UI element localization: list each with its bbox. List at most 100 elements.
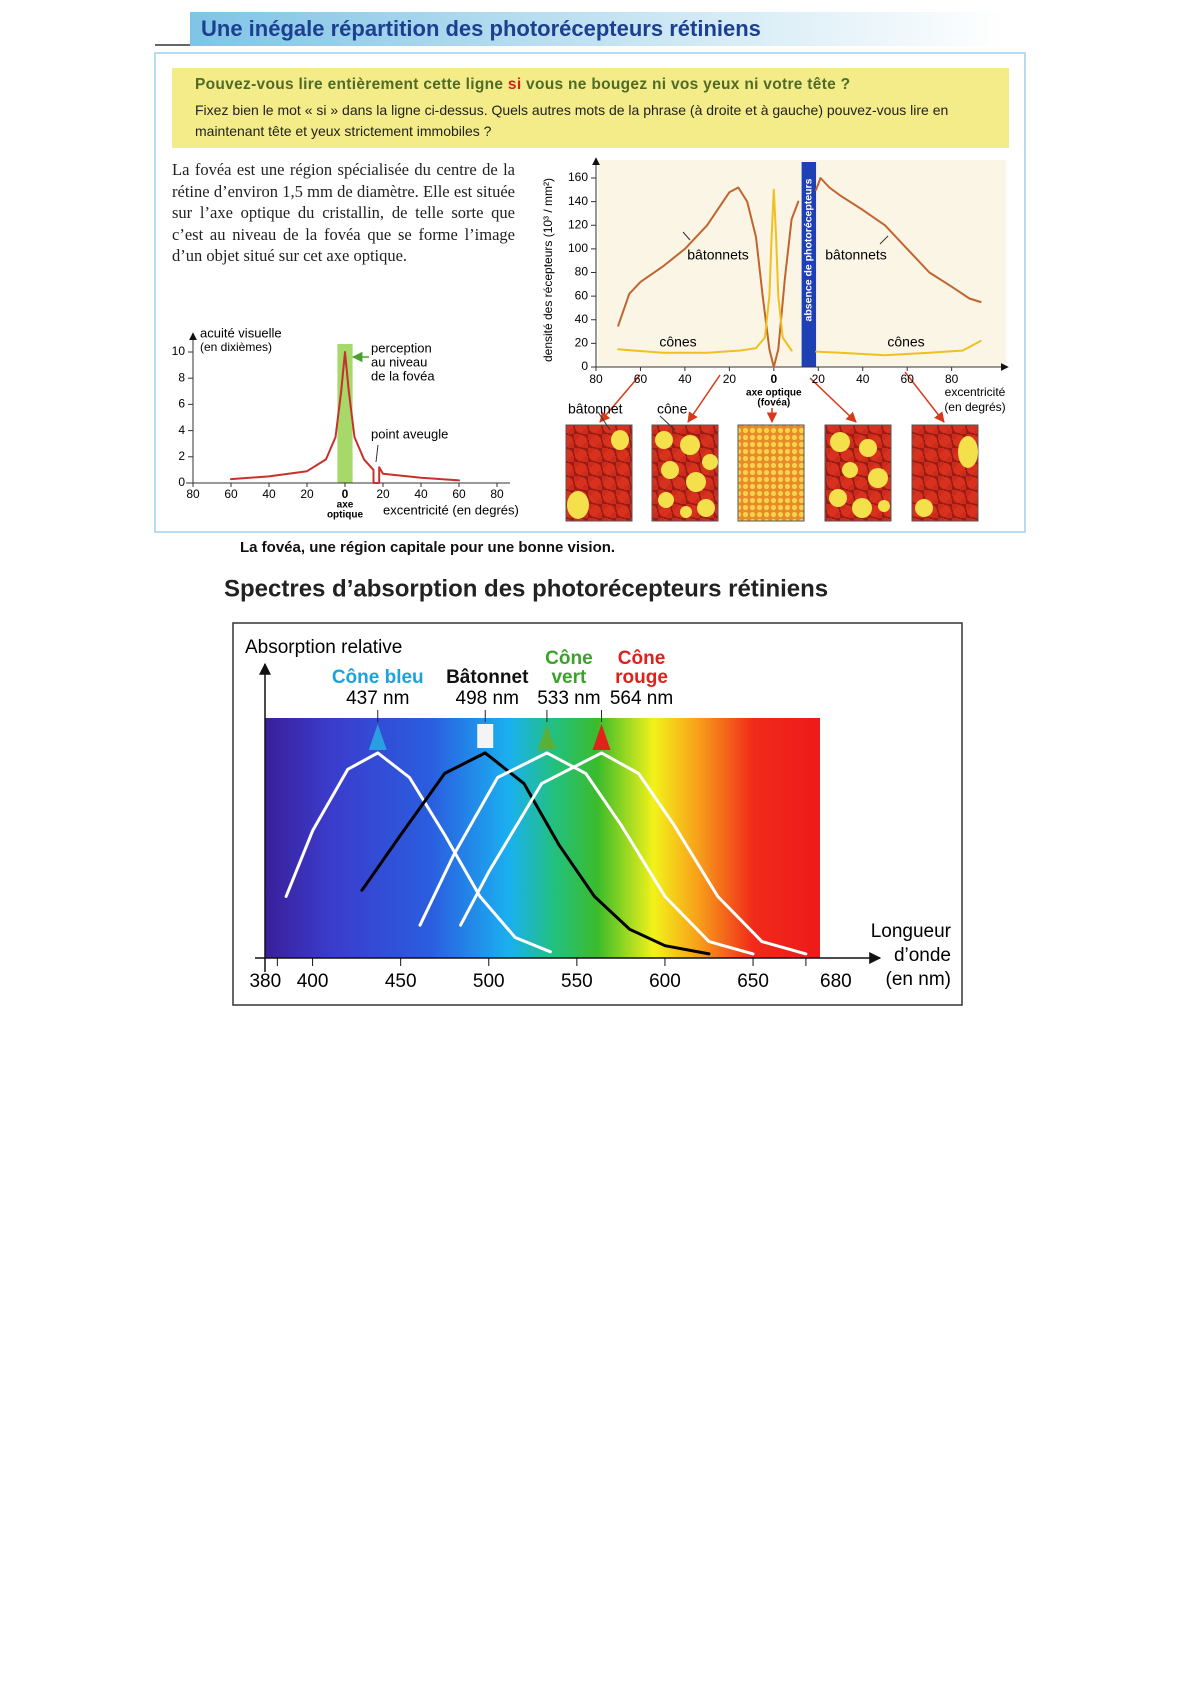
y-tick-label: 0 — [581, 359, 588, 373]
axis-note: (fovéa) — [757, 398, 790, 409]
visible-spectrum — [265, 718, 820, 958]
series-name: Cône — [618, 648, 666, 669]
y-axis-label: Absorption relative — [245, 637, 402, 658]
series-line — [459, 751, 808, 956]
header-bar — [190, 12, 1005, 46]
series-label: cônes — [887, 334, 924, 350]
x-axis-label: excentricité (en degrés) — [383, 502, 519, 517]
series-name: Cône bleu — [332, 667, 424, 688]
y-tick-label: 140 — [568, 194, 588, 208]
y-tick-label: 6 — [178, 397, 185, 411]
y-tick-label: 4 — [178, 423, 185, 437]
absence-band — [801, 162, 817, 367]
x-tick-label: 40 — [678, 372, 692, 386]
series-line — [284, 751, 552, 954]
instruction: Fixez bien le mot « si » dans la ligne c… — [195, 102, 949, 139]
x-axis-label: Longueur — [871, 921, 952, 942]
paragraph: La fovéa est une région spécialisée du c… — [172, 160, 515, 265]
x-tick-label: 80 — [186, 487, 200, 501]
annotation-pointer — [375, 444, 379, 463]
tile — [737, 424, 805, 522]
x-tick-label: 40 — [262, 487, 276, 501]
caption: La fovéa, une région capitale pour une b… — [240, 539, 615, 556]
question-text: Pouvez-vous lire entièrement cette ligne — [195, 76, 508, 93]
annotation: perception — [371, 340, 432, 355]
cell — [958, 436, 978, 468]
x-tick-label: 40 — [414, 487, 428, 501]
y-tick-label: 0 — [178, 475, 185, 489]
x-tick-label: 650 — [737, 971, 769, 992]
x-tick-label: 20 — [812, 372, 826, 386]
cell — [567, 491, 589, 519]
x-tick-label: 400 — [297, 971, 329, 992]
x-tick-label: 450 — [385, 971, 417, 992]
x-tick-label: 600 — [649, 971, 681, 992]
y-axis-label: acuité visuelle — [200, 325, 282, 340]
label-pointer — [879, 235, 889, 245]
series-label: bâtonnets — [825, 247, 887, 263]
section-title: Spectres d’absorption des photorécepteur… — [224, 575, 828, 602]
question: Pouvez-vous lire entièrement cette ligne… — [195, 76, 987, 94]
peak-label: 498 nm — [456, 688, 519, 709]
y-axis-label: densité des récepteurs (10³ / mm²) — [541, 178, 555, 362]
x-tick-label: 20 — [300, 487, 314, 501]
y-tick-label: 100 — [568, 241, 588, 255]
series-line — [617, 188, 982, 357]
tile-label: cône — [657, 401, 688, 417]
x-tick-label: 20 — [376, 487, 390, 501]
x-tick-label: 20 — [723, 372, 737, 386]
x-axis-label: excentricité — [945, 385, 1006, 399]
figure-frame — [154, 52, 1026, 533]
y-tick-label: 60 — [575, 288, 589, 302]
x-tick-label: 60 — [901, 372, 915, 386]
series-name: rouge — [615, 667, 668, 688]
x-tick-label: 60 — [634, 372, 648, 386]
x-tick-label: 80 — [945, 372, 959, 386]
peak-label: 564 nm — [610, 688, 673, 709]
series-line — [360, 751, 711, 956]
y-tick-label: 40 — [575, 312, 589, 326]
x-tick-label: 550 — [561, 971, 593, 992]
header-title: Une inégale répartition des photorécepte… — [201, 16, 761, 41]
axis-note: axe — [337, 500, 354, 511]
y-tick-label: 160 — [568, 170, 588, 184]
y-axis-note: (en dixièmes) — [200, 340, 272, 354]
question-highlight: si — [507, 76, 522, 93]
x-axis-label: d’onde — [894, 945, 951, 966]
x-tick-label: 0 — [770, 372, 777, 386]
x-axis-label: (en nm) — [886, 969, 951, 990]
series-label: bâtonnets — [687, 247, 749, 263]
y-tick-label: 10 — [172, 344, 186, 358]
cell — [915, 499, 933, 517]
y-tick-label: 80 — [575, 265, 589, 279]
x-tick-label: 380 — [249, 971, 281, 992]
y-tick-label: 20 — [575, 336, 589, 350]
micrographs — [565, 371, 979, 522]
question-box: Pouvez-vous lire entièrement cette ligne… — [172, 68, 1009, 148]
annotation: point aveugle — [371, 426, 448, 441]
peak-marker — [537, 724, 556, 750]
spectra-frame — [232, 622, 963, 1006]
peak-label: 437 nm — [346, 688, 409, 709]
series-label: cônes — [659, 334, 696, 350]
y-tick-label: 2 — [178, 449, 185, 463]
x-tick-label: 80 — [490, 487, 504, 501]
cone-cells — [655, 431, 718, 518]
axis-note: optique — [327, 510, 364, 521]
annotation: au niveau — [371, 354, 427, 369]
band-label: absence de photorécepteurs — [803, 178, 815, 321]
peak-marker — [592, 724, 611, 750]
cone-cells — [829, 432, 890, 518]
series-line — [418, 751, 755, 956]
cell — [611, 430, 629, 450]
x-tick-label: 60 — [224, 487, 238, 501]
x-tick-label: 60 — [452, 487, 466, 501]
annotation: de la fovéa — [371, 368, 435, 383]
series-line — [230, 351, 460, 484]
x-tick-label: 500 — [473, 971, 505, 992]
series-name: Cône — [545, 648, 593, 669]
peak-marker — [368, 724, 387, 750]
